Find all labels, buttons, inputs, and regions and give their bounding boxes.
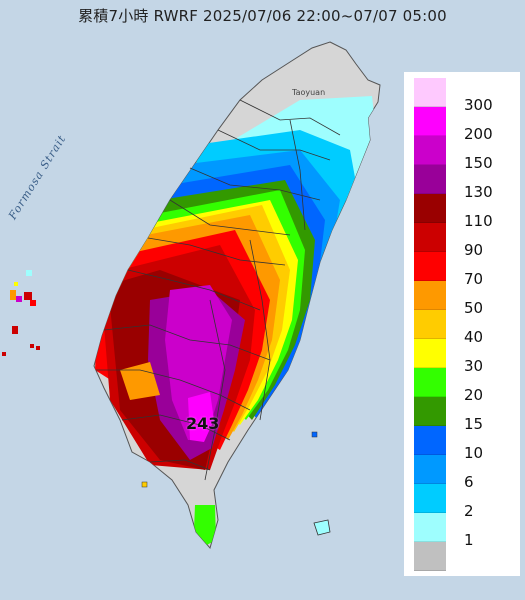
legend-label: 150 [464, 154, 493, 172]
legend-swatch [414, 426, 446, 455]
legend-swatch [414, 107, 446, 136]
rain-patch-southwest [120, 362, 160, 400]
legend-label: 2 [464, 502, 474, 520]
legend-swatch [414, 397, 446, 426]
legend-swatch [414, 252, 446, 281]
legend-swatch [414, 455, 446, 484]
legend-swatch [414, 368, 446, 397]
legend-swatch [414, 165, 446, 194]
east-islands [141, 431, 331, 536]
legend-swatch [414, 223, 446, 252]
legend-swatch [414, 339, 446, 368]
legend-label: 15 [464, 415, 484, 433]
color-legend: 300 200 150 130 110 90 70 50 40 30 20 15 10 6 2 1 [404, 72, 520, 576]
county-boundaries [96, 99, 341, 481]
legend-label: 110 [464, 212, 493, 230]
legend-label: 40 [464, 328, 484, 346]
peak-rainfall-value: 243 [186, 414, 220, 433]
legend-label: 200 [464, 125, 493, 143]
map-title: 累積7小時 RWRF 2025/07/06 22:00~07/07 05:00 [78, 7, 447, 25]
legend-swatch [414, 194, 446, 223]
legend-label: 6 [464, 473, 474, 491]
city-label: Taoyuan [292, 88, 326, 97]
legend-swatch [414, 136, 446, 165]
legend-label: 10 [464, 444, 484, 462]
legend-label: 20 [464, 386, 484, 404]
legend-swatch [414, 513, 446, 542]
rain-band-200mm [188, 392, 214, 442]
legend-swatch [414, 310, 446, 339]
legend-label: 1 [464, 531, 474, 549]
penghu-islands [2, 270, 40, 356]
legend-label: 50 [464, 299, 484, 317]
legend-label: 300 [464, 96, 493, 114]
legend-label: 70 [464, 270, 484, 288]
legend-swatch [414, 78, 446, 107]
legend-label: 130 [464, 183, 493, 201]
legend-label: 30 [464, 357, 484, 375]
legend-label: 90 [464, 241, 484, 259]
legend-swatch [414, 484, 446, 513]
legend-swatch [414, 542, 446, 571]
legend-swatch [414, 281, 446, 310]
rainfall-layer [95, 96, 378, 546]
rain-patch-south [194, 505, 216, 546]
